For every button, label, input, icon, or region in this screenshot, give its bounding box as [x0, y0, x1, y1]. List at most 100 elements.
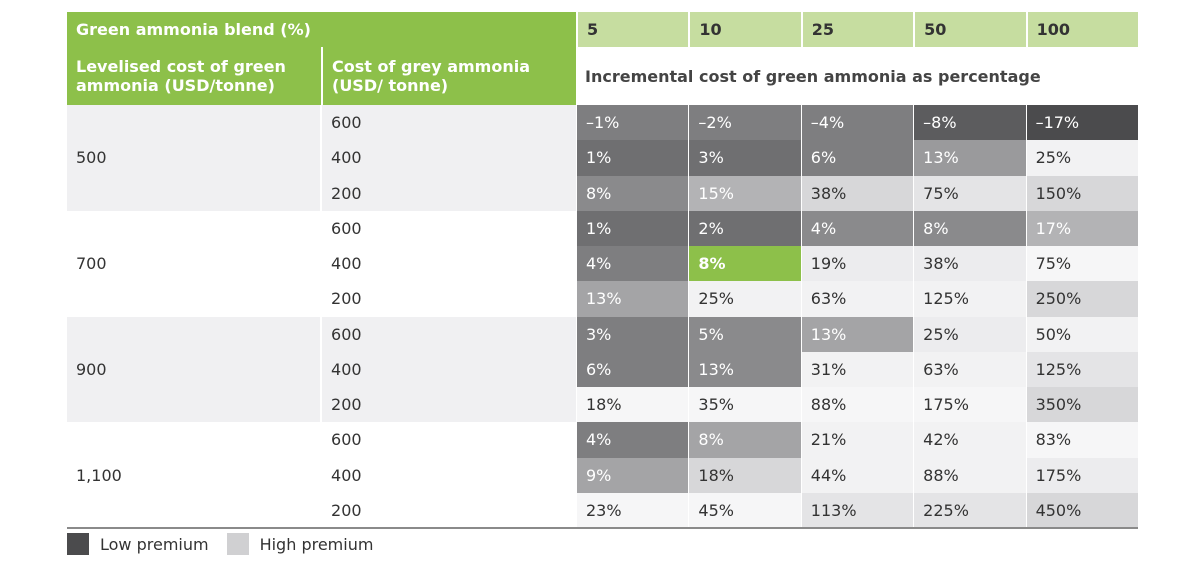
- value-cell: 44%: [800, 457, 914, 493]
- value-cell: 75%: [913, 175, 1026, 211]
- table-row: 18% 35% 88% 175% 350%: [576, 387, 1138, 423]
- value-cell: 38%: [913, 246, 1026, 282]
- levelised-cost-label: 900: [67, 316, 321, 423]
- value-cell: 5%: [688, 316, 801, 352]
- levelised-cost-label: 700: [67, 210, 321, 317]
- value-cell: 25%: [1025, 140, 1138, 176]
- value-cell: 8%: [913, 210, 1026, 246]
- value-cell: 83%: [1025, 422, 1138, 458]
- grey-cost-label: 600: [331, 113, 362, 133]
- value-cell: 50%: [1025, 316, 1138, 352]
- value-cell: 25%: [688, 281, 801, 317]
- value-cell: 13%: [688, 351, 801, 387]
- row-group: 1,100 600 400 200: [67, 422, 576, 528]
- levelised-cost-header: Levelised cost of green ammonia (USD/ton…: [67, 47, 321, 105]
- value-cell: 8%: [576, 175, 689, 211]
- value-cell: 25%: [913, 316, 1026, 352]
- value-block: –1% –2% –4% –8% –17% 1% 3% 6% 13% 25% 8% 15% 38% 75% 1…: [576, 105, 1138, 211]
- value-cell: 19%: [800, 246, 914, 282]
- table-row: 4% 8% 19% 38% 75%: [576, 246, 1138, 282]
- value-cell: 38%: [800, 175, 914, 211]
- value-cell: 75%: [1025, 246, 1138, 282]
- value-cell: 250%: [1025, 281, 1138, 317]
- grey-cost-label: 400: [331, 465, 362, 485]
- grey-cost-column: 600 400 200: [320, 105, 576, 211]
- value-cell: 175%: [1025, 457, 1138, 493]
- table-row: 1% 3% 6% 13% 25%: [576, 140, 1138, 176]
- grey-cost-label: 400: [331, 148, 362, 168]
- value-cell: 15%: [688, 175, 801, 211]
- value-cell: 150%: [1025, 175, 1138, 211]
- table-row: 8% 15% 38% 75% 150%: [576, 175, 1138, 211]
- blend-5-header: 5: [576, 12, 689, 47]
- value-cell: 1%: [576, 210, 689, 246]
- value-cell: 8%: [688, 246, 801, 282]
- levelised-cost-label: 1,100: [67, 422, 321, 528]
- grey-cost-column: 600 400 200: [320, 210, 576, 317]
- table-row: 1% 2% 4% 8% 17%: [576, 210, 1138, 246]
- table-row: 6% 13% 31% 63% 125%: [576, 351, 1138, 387]
- value-cell: 4%: [800, 210, 914, 246]
- value-cell: 6%: [800, 140, 914, 176]
- table-row: 4% 8% 21% 42% 83%: [576, 422, 1138, 458]
- row-group: 700 600 400 200: [67, 210, 576, 317]
- value-cell: 23%: [576, 492, 689, 528]
- value-cell: –8%: [913, 105, 1026, 141]
- row-group: 500 600 400 200: [67, 105, 576, 211]
- grey-cost-label: 400: [331, 359, 362, 379]
- value-cell: 9%: [576, 457, 689, 493]
- legend-low-swatch: [67, 533, 89, 555]
- blend-10-header: 10: [688, 12, 801, 47]
- grey-cost-column: 600 400 200: [320, 316, 576, 423]
- grey-cost-column: 600 400 200: [320, 422, 576, 528]
- value-cell: 3%: [688, 140, 801, 176]
- value-cell: 225%: [913, 492, 1026, 528]
- legend-high-label: High premium: [259, 534, 374, 554]
- blend-25-header: 25: [800, 12, 914, 47]
- value-cell: 125%: [913, 281, 1026, 317]
- grey-cost-label: 600: [331, 218, 362, 238]
- incremental-cost-header: Incremental cost of green ammonia as per…: [576, 47, 1138, 105]
- column-header-row: Levelised cost of green ammonia (USD/ton…: [67, 47, 1138, 105]
- blend-header-row: Green ammonia blend (%) 5 10 25 50 100: [67, 12, 1138, 47]
- table-row: 13% 25% 63% 125% 250%: [576, 281, 1138, 317]
- value-cell: 125%: [1025, 351, 1138, 387]
- table-row: –1% –2% –4% –8% –17%: [576, 105, 1138, 141]
- value-block: 1% 2% 4% 8% 17% 4% 8% 19% 38% 75% 13% 25% 63% 125% 250…: [576, 210, 1138, 317]
- grey-cost-label: 200: [331, 395, 362, 415]
- value-cell: 63%: [800, 281, 914, 317]
- table-row: 9% 18% 44% 88% 175%: [576, 457, 1138, 493]
- table-baseline: [67, 527, 1138, 529]
- value-cell: –4%: [800, 105, 914, 141]
- row-group: 900 600 400 200: [67, 316, 576, 423]
- value-cell: 13%: [576, 281, 689, 317]
- grey-cost-label: 600: [331, 430, 362, 450]
- blend-100-header: 100: [1025, 12, 1138, 47]
- legend: Low premium High premium: [67, 533, 391, 555]
- grey-cost-label: 200: [331, 289, 362, 309]
- legend-high-premium: High premium: [226, 533, 374, 555]
- grey-cost-header: Cost of grey ammonia (USD/ tonne): [321, 47, 576, 105]
- value-cell: 45%: [688, 492, 801, 528]
- legend-low-label: Low premium: [100, 534, 209, 554]
- value-cell: 113%: [800, 492, 914, 528]
- table-row: 3% 5% 13% 25% 50%: [576, 316, 1138, 352]
- value-cell: 88%: [800, 387, 914, 423]
- value-block: 4% 8% 21% 42% 83% 9% 18% 44% 88% 175% 23% 45% 113% 22…: [576, 422, 1138, 528]
- value-cell: 1%: [576, 140, 689, 176]
- value-cell: 3%: [576, 316, 689, 352]
- value-block: 3% 5% 13% 25% 50% 6% 13% 31% 63% 125% 18% 35% 88% 175…: [576, 316, 1138, 423]
- table-row: 23% 45% 113% 225% 450%: [576, 492, 1138, 528]
- blend-50-header: 50: [913, 12, 1026, 47]
- grey-cost-label: 200: [331, 183, 362, 203]
- grey-cost-label: 200: [331, 500, 362, 520]
- value-cell: 4%: [576, 422, 689, 458]
- value-cell: 21%: [800, 422, 914, 458]
- blend-header-label: Green ammonia blend (%): [67, 12, 576, 47]
- value-cell: 13%: [913, 140, 1026, 176]
- value-cell: 2%: [688, 210, 801, 246]
- value-cell: 88%: [913, 457, 1026, 493]
- value-cell: 42%: [913, 422, 1026, 458]
- value-cell: 350%: [1025, 387, 1138, 423]
- value-cell: 17%: [1025, 210, 1138, 246]
